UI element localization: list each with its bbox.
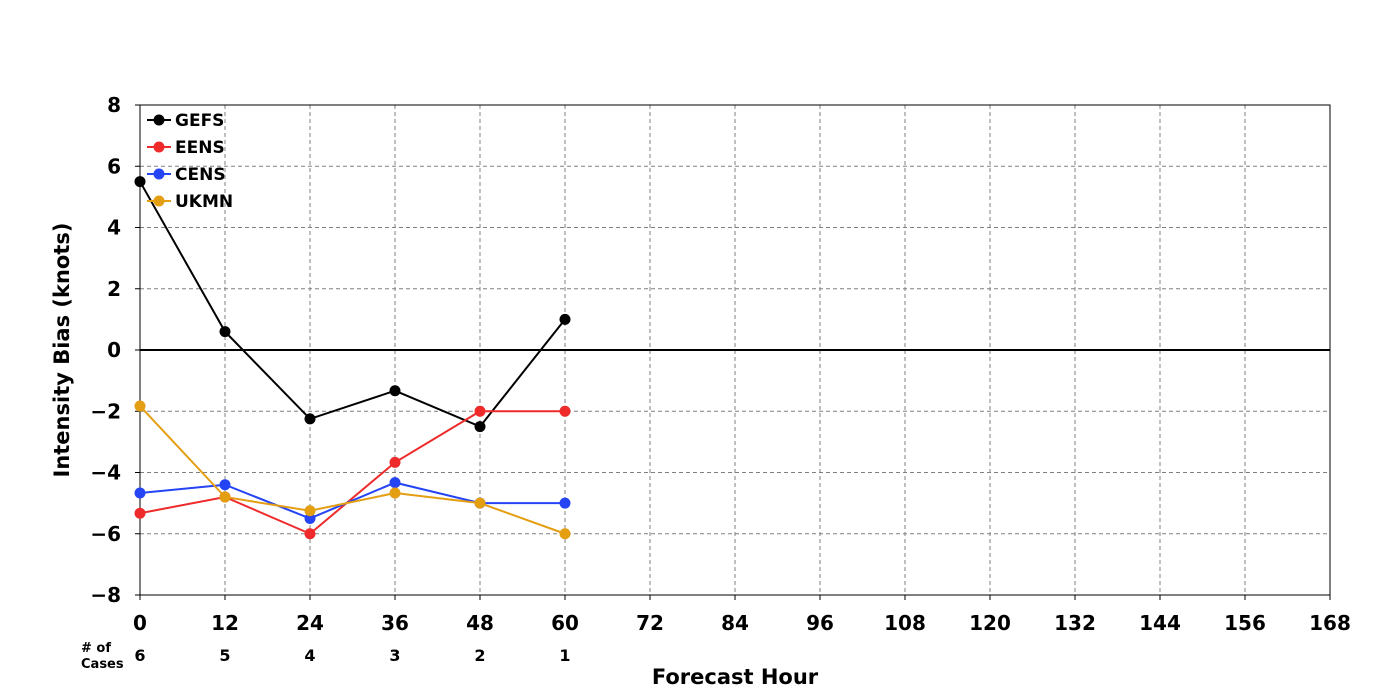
legend-item-gefs: GEFS xyxy=(147,111,224,131)
y-axis-title: Intensity Bias (knots) xyxy=(50,223,74,478)
series-line xyxy=(139,410,565,535)
series-line xyxy=(139,481,565,520)
data-point xyxy=(389,487,401,499)
data-point xyxy=(134,487,146,499)
data-point xyxy=(219,491,231,503)
data-point xyxy=(304,528,316,540)
series-eens xyxy=(134,405,571,540)
series-ukmn xyxy=(134,400,571,540)
case-count: 4 xyxy=(304,646,315,665)
case-count: 1 xyxy=(559,646,570,665)
cases-label-line2: Cases xyxy=(81,657,124,672)
legend-item-cens: CENS xyxy=(147,165,226,185)
x-tick-label: 0 xyxy=(133,611,147,635)
x-tick-label: 108 xyxy=(884,611,926,635)
x-tick-label: 48 xyxy=(466,611,494,635)
y-tick-label: 8 xyxy=(107,93,121,117)
legend-marker xyxy=(153,141,165,153)
y-tick-label: −8 xyxy=(90,583,121,607)
x-tick-label: 132 xyxy=(1054,611,1096,635)
data-point xyxy=(474,421,486,433)
data-point xyxy=(559,497,571,509)
y-axis-ticks: 8 6 4 2 0 −2 −4 −6 −8 xyxy=(90,93,140,607)
x-tick-label: 24 xyxy=(296,611,324,635)
series-cens xyxy=(134,477,571,524)
case-count: 5 xyxy=(219,646,230,665)
legend-marker xyxy=(153,195,165,207)
legend-label: UKMN xyxy=(175,192,233,212)
legend-marker xyxy=(153,168,165,180)
data-point xyxy=(389,456,401,468)
legend-item-ukmn: UKMN xyxy=(147,192,233,212)
y-tick-label: 2 xyxy=(107,277,121,301)
cases-label-line1: # of xyxy=(81,641,111,656)
data-point xyxy=(559,405,571,417)
x-axis-title: Forecast Hour xyxy=(652,665,819,689)
data-point xyxy=(304,505,316,517)
data-point xyxy=(559,313,571,325)
data-point xyxy=(134,507,146,519)
case-count: 6 xyxy=(134,646,145,665)
legend: GEFS EENS CENS UKMN xyxy=(147,111,233,212)
series-gefs xyxy=(134,176,571,433)
x-tick-label: 12 xyxy=(211,611,239,635)
x-tick-label: 156 xyxy=(1224,611,1266,635)
data-point xyxy=(389,385,401,397)
case-count: 2 xyxy=(474,646,485,665)
legend-label: EENS xyxy=(175,138,225,158)
legend-marker xyxy=(153,114,165,126)
data-point xyxy=(304,512,316,524)
data-point xyxy=(219,479,231,491)
legend-label: GEFS xyxy=(175,111,224,131)
x-tick-label: 84 xyxy=(721,611,749,635)
y-tick-label: 0 xyxy=(107,338,121,362)
series-line xyxy=(139,181,566,428)
y-tick-label: −4 xyxy=(90,461,121,485)
y-tick-label: 4 xyxy=(107,216,121,240)
data-point xyxy=(134,400,146,412)
x-tick-label: 96 xyxy=(806,611,834,635)
x-tick-label: 120 xyxy=(969,611,1011,635)
y-tick-label: −6 xyxy=(90,522,121,546)
x-tick-label: 168 xyxy=(1309,611,1351,635)
data-point xyxy=(389,477,401,489)
data-point xyxy=(559,528,571,540)
legend-label: CENS xyxy=(175,165,226,185)
y-tick-label: 6 xyxy=(107,154,121,178)
legend-item-eens: EENS xyxy=(147,138,225,158)
x-tick-label: 72 xyxy=(636,611,664,635)
series-line xyxy=(139,405,566,535)
data-point xyxy=(219,326,231,338)
x-tick-label: 144 xyxy=(1139,611,1181,635)
cases-row: # of Cases 6 5 4 3 2 1 xyxy=(81,641,571,672)
series-group xyxy=(134,176,571,540)
x-tick-label: 60 xyxy=(551,611,579,635)
x-tick-label: 36 xyxy=(381,611,409,635)
y-tick-label: −2 xyxy=(90,399,121,423)
data-point xyxy=(304,413,316,425)
data-point xyxy=(474,497,486,509)
data-point xyxy=(134,176,146,188)
case-count: 3 xyxy=(389,646,400,665)
data-point xyxy=(474,405,486,417)
x-axis-ticks: 0 12 24 36 48 60 72 84 96 108 120 132 144 156 168 xyxy=(133,595,1351,635)
